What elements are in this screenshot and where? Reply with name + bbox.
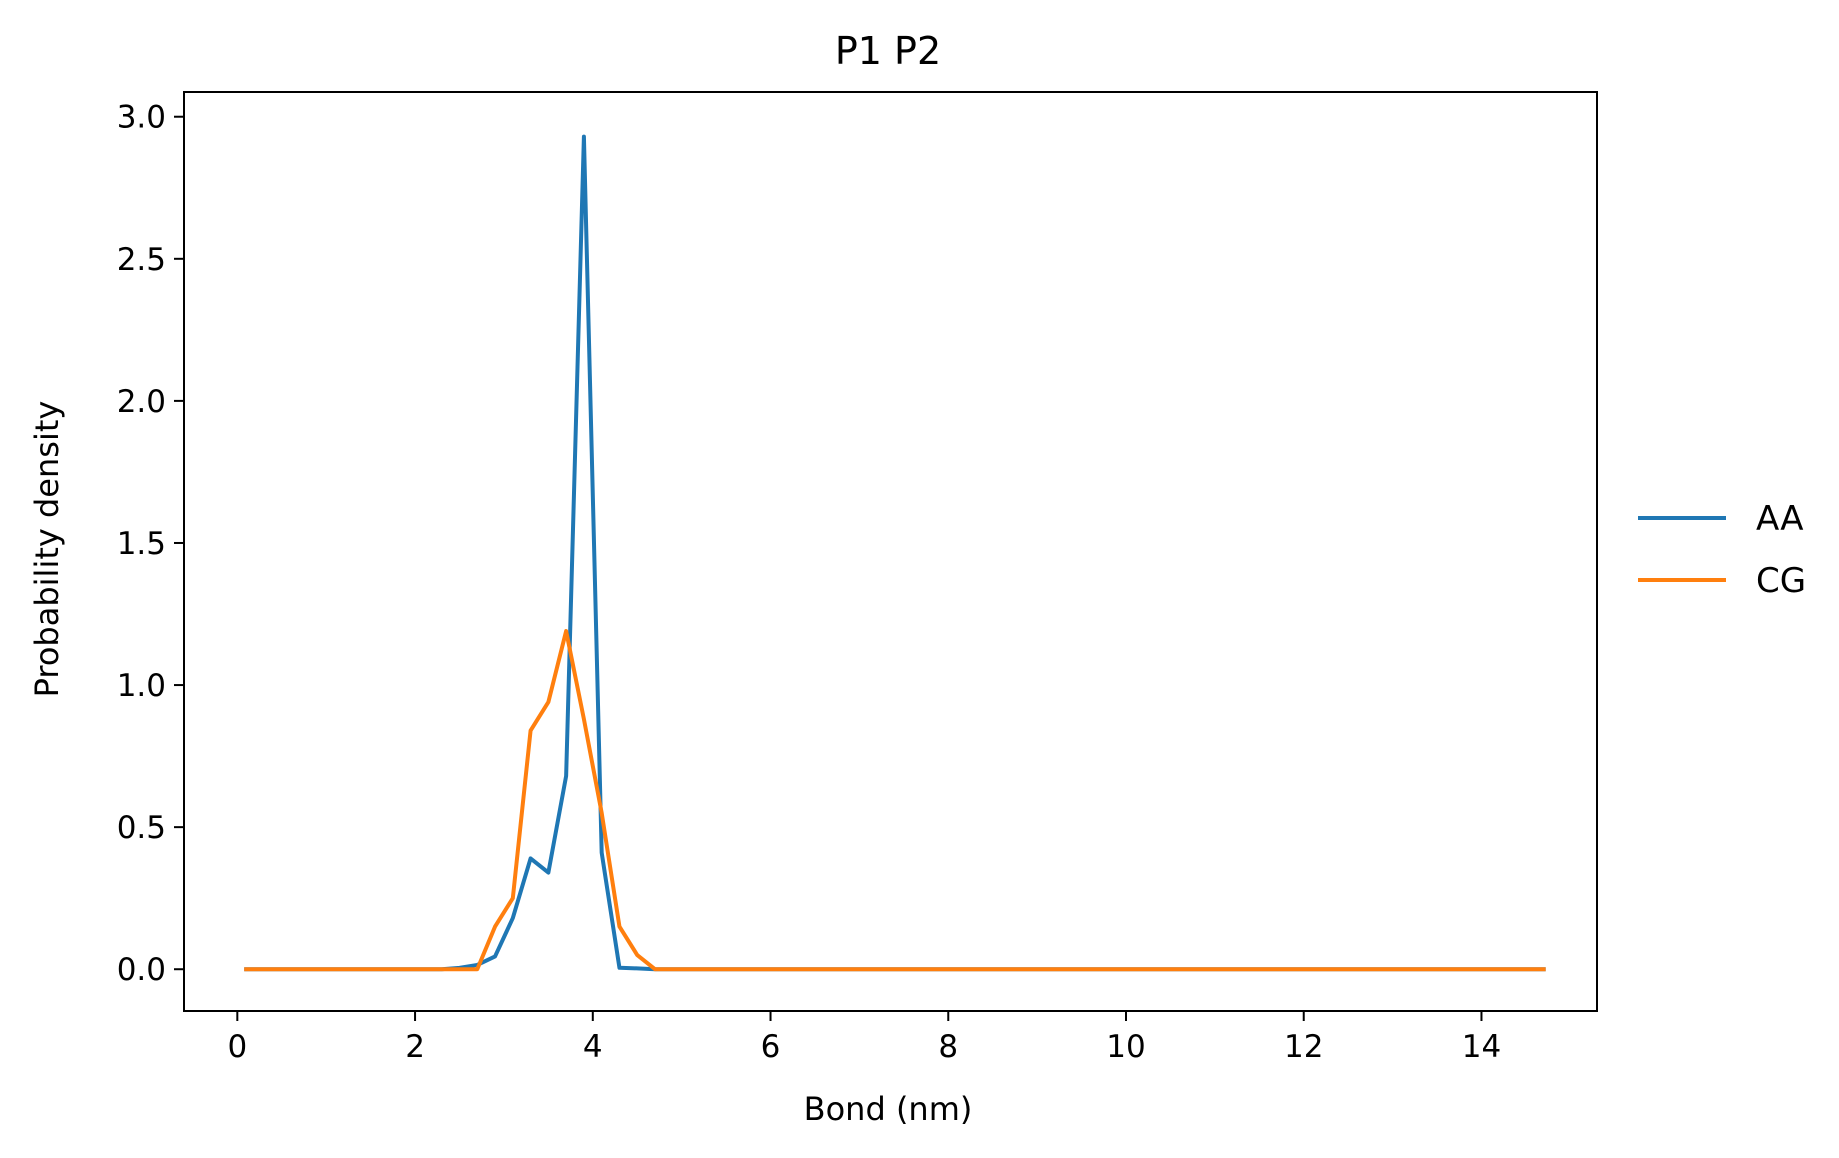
- y-tick-label: 3.0: [117, 100, 166, 136]
- series-group: [244, 134, 1546, 972]
- y-tick-label: 1.0: [117, 668, 166, 704]
- x-tick-label: 8: [938, 1029, 958, 1065]
- chart-title: P1 P2: [835, 29, 941, 73]
- y-tick-label: 0.5: [117, 810, 166, 846]
- y-axis-label: Probability density: [28, 401, 66, 698]
- y-tick-label: 2.0: [117, 384, 166, 420]
- x-axis-label: Bond (nm): [804, 1090, 973, 1128]
- legend: AA CG: [1638, 499, 1806, 601]
- x-tick-label: 0: [227, 1029, 247, 1065]
- x-tick-label: 4: [583, 1029, 603, 1065]
- x-tick-label: 14: [1462, 1029, 1501, 1065]
- series-line-cg: [244, 629, 1546, 972]
- x-tick-label: 6: [761, 1029, 781, 1065]
- y-tick-label: 0.0: [117, 952, 166, 988]
- series-line-aa: [244, 134, 1546, 972]
- x-tick-label: 12: [1284, 1029, 1323, 1065]
- x-tick-label: 10: [1106, 1029, 1145, 1065]
- legend-label-cg: CG: [1756, 561, 1806, 601]
- plot-frame: [183, 91, 1598, 1012]
- x-tick-label: 2: [405, 1029, 425, 1065]
- y-tick-label: 1.5: [117, 526, 166, 562]
- y-tick-label: 2.5: [117, 242, 166, 278]
- legend-label-aa: AA: [1756, 499, 1803, 539]
- plot-area: 0 2 4 6 8 10 12 14 0.0 0.5 1.0 1.5 2.0 2.5 3.0: [117, 91, 1598, 1065]
